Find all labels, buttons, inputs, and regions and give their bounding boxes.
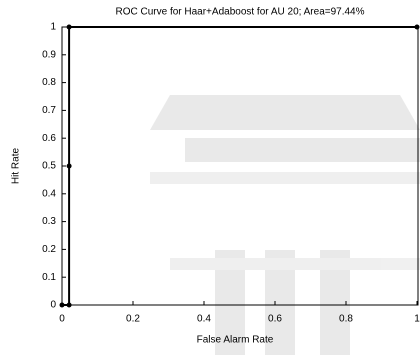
- y-axis-label: Hit Rate: [11, 148, 22, 185]
- x-axis-label: False Alarm Rate: [197, 335, 274, 346]
- y-tick-label: 0.5: [42, 161, 56, 172]
- chart-title: ROC Curve for Haar+Adaboost for AU 20; A…: [115, 7, 364, 18]
- x-tick-label: 0.2: [126, 314, 140, 325]
- watermark: [150, 95, 420, 355]
- x-tick-label: 1: [414, 314, 420, 325]
- x-tick-label: 0.8: [339, 314, 353, 325]
- y-tick-label: 1: [50, 22, 56, 33]
- y-tick-label: 0.9: [42, 49, 56, 60]
- y-tick-label: 0: [50, 300, 56, 311]
- roc-point: [414, 24, 420, 30]
- y-tick-label: 0.4: [42, 188, 56, 199]
- roc-point: [59, 302, 65, 308]
- roc-point: [66, 163, 72, 169]
- y-tick-label: 0.6: [42, 133, 56, 144]
- roc-point: [66, 24, 72, 30]
- x-tick-label: 0: [59, 314, 65, 325]
- y-tick-label: 0.1: [42, 272, 56, 283]
- roc-point: [66, 302, 72, 308]
- y-tick-label: 0.2: [42, 244, 56, 255]
- y-tick-label: 0.7: [42, 105, 56, 116]
- x-tick-label: 0.6: [268, 314, 282, 325]
- x-tick-label: 0.4: [197, 314, 211, 325]
- y-tick-label: 0.3: [42, 216, 56, 227]
- y-tick-label: 0.8: [42, 77, 56, 88]
